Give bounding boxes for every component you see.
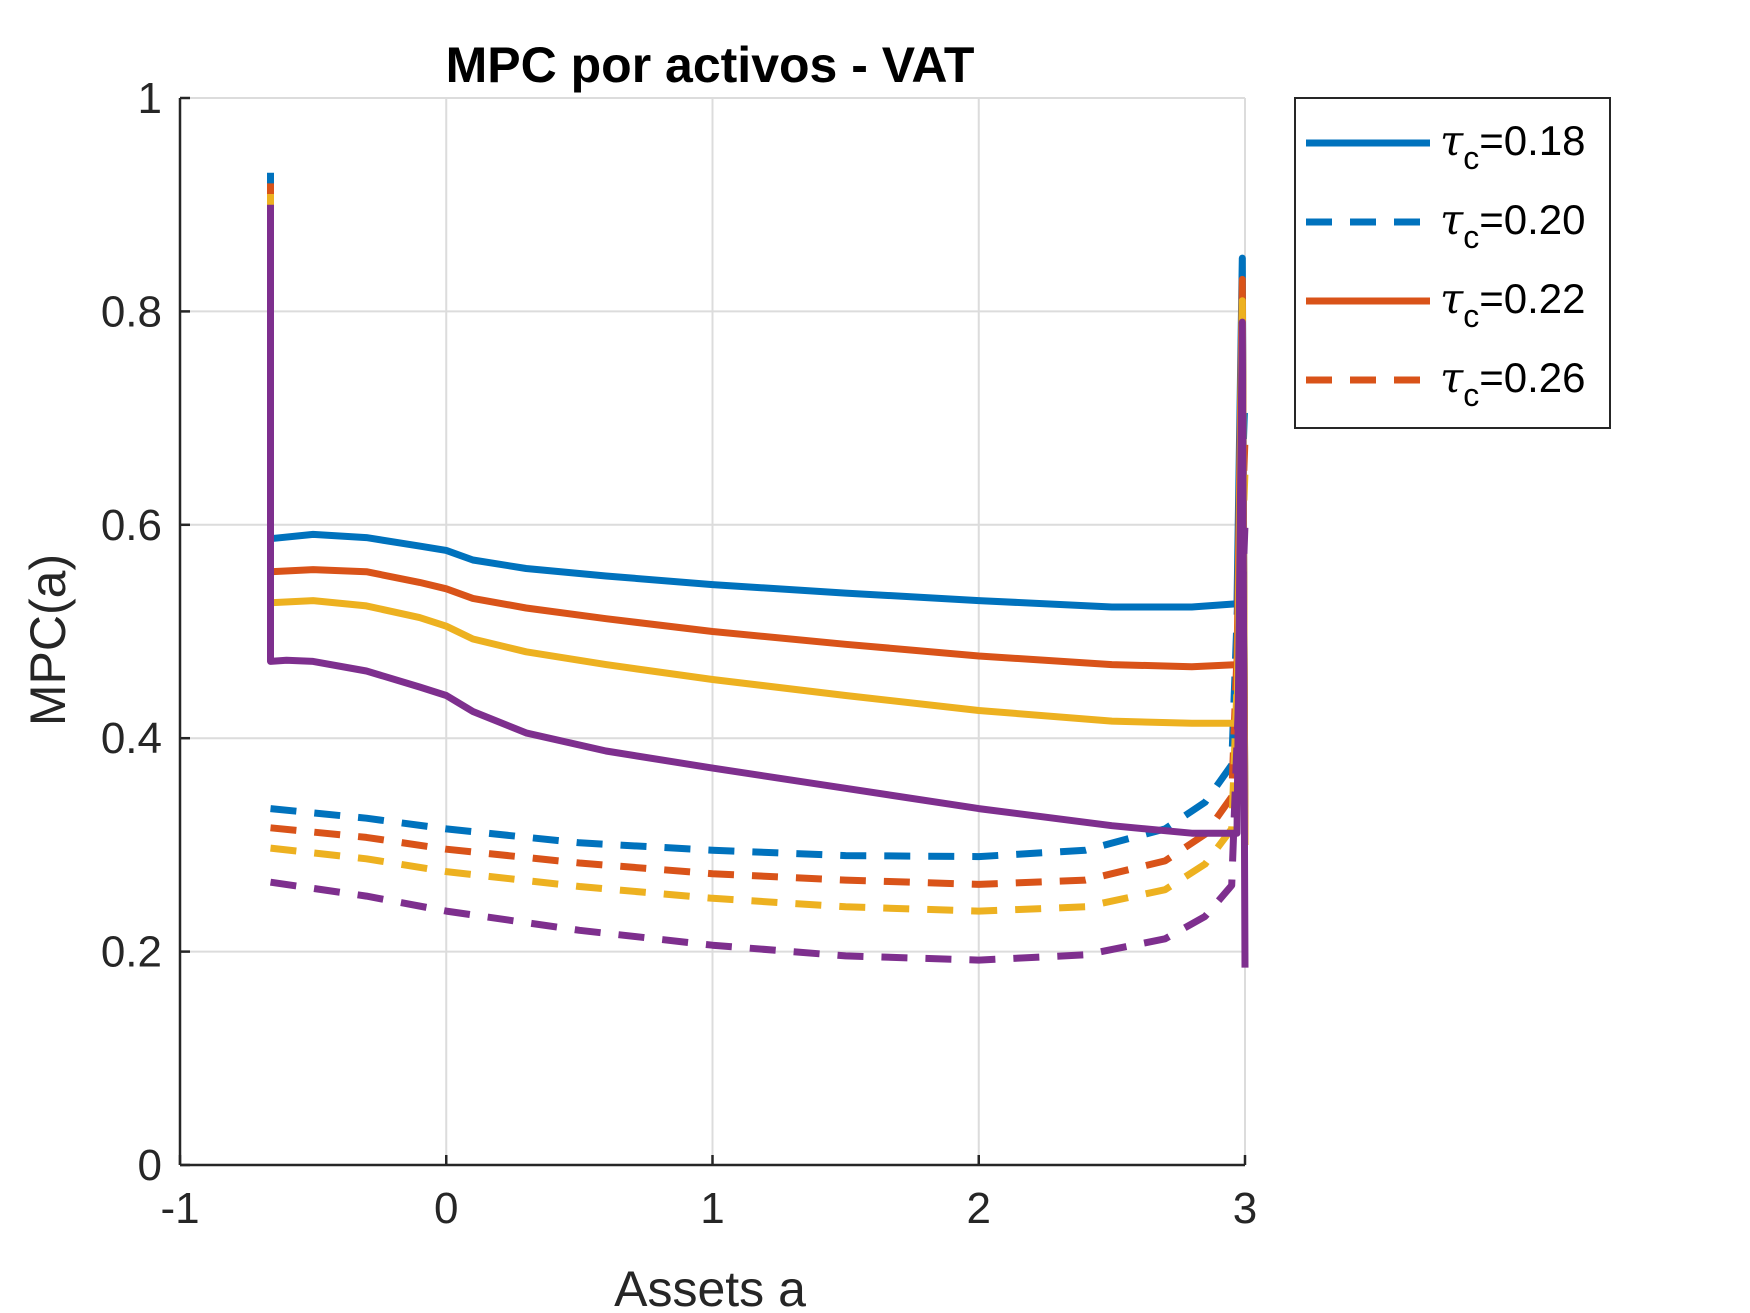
series-line-7: [267, 204, 1249, 968]
series-line-5: [267, 194, 1249, 845]
x-tick-label: 3: [1233, 1184, 1257, 1233]
x-axis-label: Assets a: [614, 1261, 806, 1313]
y-axis-label: MPC(a): [20, 554, 76, 726]
y-tick-label: 0.6: [101, 501, 162, 550]
y-tick-label: 0.2: [101, 928, 162, 977]
legend-box: [1294, 97, 1611, 429]
plot-lines: [267, 172, 1249, 968]
y-tick-label: 1: [138, 74, 162, 123]
legend-label-3: τc=0.22: [1440, 274, 1586, 334]
axes: [178, 96, 1247, 1167]
x-tick-label: 2: [967, 1184, 991, 1233]
legend-label-2: τc=0.20: [1440, 195, 1586, 255]
x-tick-label: 1: [700, 1184, 724, 1233]
y-tick-label: 0: [138, 1141, 162, 1190]
legend-label-1: τc=0.18: [1440, 116, 1586, 176]
legend-label-4: τc=0.26: [1440, 353, 1586, 413]
series-line-3: [267, 183, 1249, 845]
x-tick-label: 0: [434, 1184, 458, 1233]
tick-labels: -1 0 1 2 300.20.40.60.81: [101, 74, 1257, 1233]
legend: τc=0.18 τc=0.20 τc=0.22 τc=0.26: [1294, 97, 1611, 429]
chart-title: MPC por activos - VAT: [446, 37, 975, 93]
x-tick-label: -1: [160, 1184, 199, 1233]
y-tick-label: 0.8: [101, 287, 162, 336]
series-line-1: [267, 172, 1249, 845]
y-tick-label: 0.4: [101, 714, 162, 763]
